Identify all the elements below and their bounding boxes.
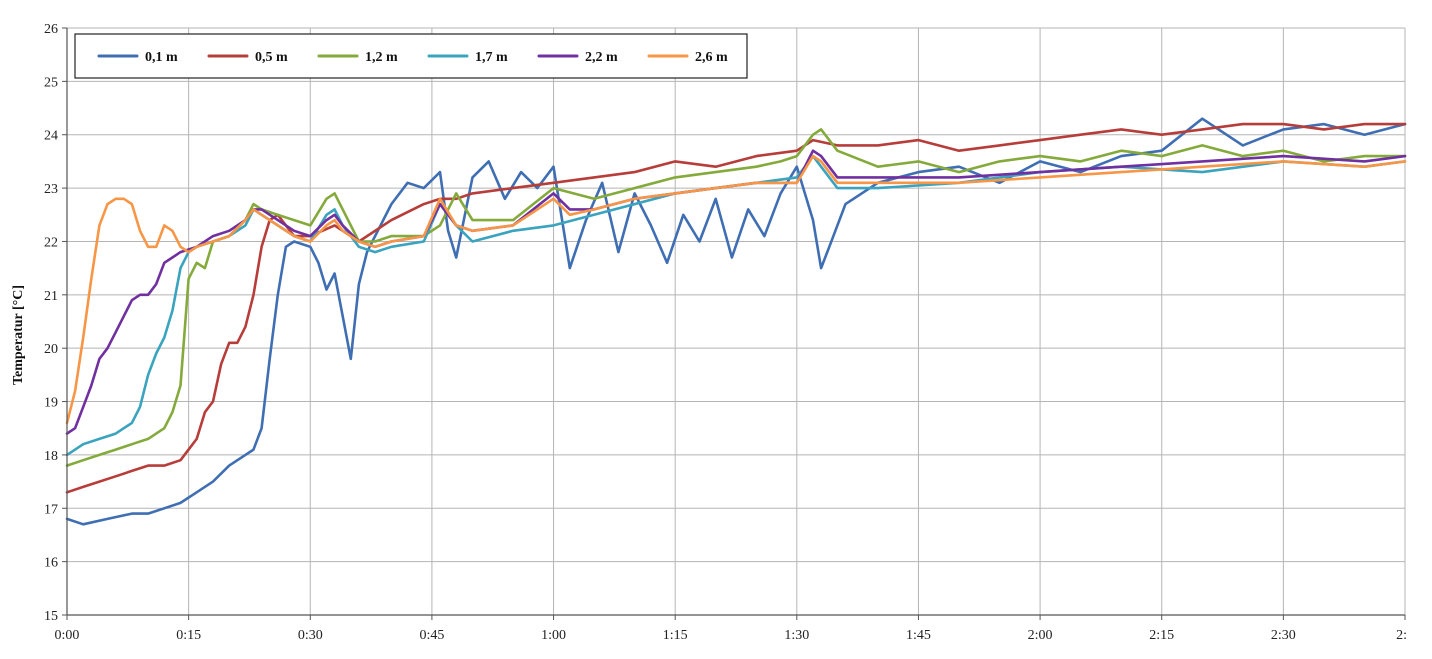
y-tick-label: 26 xyxy=(44,22,58,37)
x-tick-label: 0:00 xyxy=(55,628,80,643)
x-tick-label: 2:00 xyxy=(1028,628,1053,643)
y-axis-label: Temperatur [°C] xyxy=(11,285,26,385)
x-axis-ticks: 0:00 0:15 0:30 0:45 1:00 1:15 1:30 1:45 2:00 2:15… xyxy=(55,615,1407,643)
y-tick-label: 21 xyxy=(44,289,58,304)
series-line-4 xyxy=(65,149,1407,435)
axes xyxy=(66,28,1405,616)
grid xyxy=(67,27,1406,616)
x-tick-label: 0:30 xyxy=(298,628,323,643)
y-tick-label: 25 xyxy=(44,75,58,90)
x-tick-label: 0:45 xyxy=(419,628,444,643)
x-tick-label: 1:15 xyxy=(663,628,688,643)
series-line-0 xyxy=(65,117,1407,526)
y-tick-label: 16 xyxy=(44,556,58,571)
y-axis-ticks: 15 16 17 18 19 20 21 22 23 24 25 26 xyxy=(44,22,67,624)
legend-box xyxy=(74,33,748,79)
y-tick-label: 20 xyxy=(44,342,58,357)
y-tick-label: 24 xyxy=(44,129,58,144)
x-tick-label: 2:15 xyxy=(1149,628,1174,643)
y-tick-label: 22 xyxy=(44,235,58,250)
series-line-3 xyxy=(65,154,1407,457)
series-layer xyxy=(65,117,1407,526)
x-tick-label: 2: xyxy=(1396,628,1407,643)
series-line-1 xyxy=(65,122,1407,494)
x-tick-label: 0:15 xyxy=(176,628,201,643)
x-tick-label: 2:30 xyxy=(1271,628,1296,643)
x-tick-label: 1:00 xyxy=(541,628,566,643)
legend: 0,1 m 0,5 m 1,2 m 1,7 m 2,2 m 2,6 m xyxy=(74,33,748,79)
x-tick-label: 1:30 xyxy=(784,628,809,643)
series-line-2 xyxy=(65,128,1407,467)
x-tick-label: 1:45 xyxy=(906,628,931,643)
legend-label-0: 0,1 m xyxy=(145,50,178,65)
series-line-5 xyxy=(65,154,1407,425)
y-tick-label: 15 xyxy=(44,609,58,624)
y-tick-label: 17 xyxy=(44,502,58,517)
legend-label-2: 1,2 m xyxy=(365,50,398,65)
legend-label-4: 2,2 m xyxy=(585,50,618,65)
y-tick-label: 18 xyxy=(44,449,58,464)
legend-label-5: 2,6 m xyxy=(695,50,728,65)
y-tick-label: 19 xyxy=(44,396,58,411)
y-tick-label: 23 xyxy=(44,182,58,197)
legend-label-1: 0,5 m xyxy=(255,50,288,65)
legend-label-3: 1,7 m xyxy=(475,50,508,65)
